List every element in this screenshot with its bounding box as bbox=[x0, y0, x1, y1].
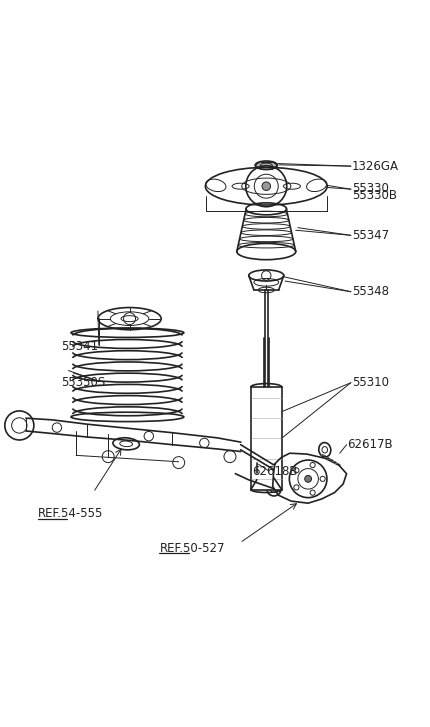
Circle shape bbox=[262, 182, 270, 190]
Text: 55350S: 55350S bbox=[61, 377, 105, 389]
Text: 1326GA: 1326GA bbox=[352, 160, 399, 172]
Text: 55347: 55347 bbox=[352, 229, 389, 242]
Ellipse shape bbox=[255, 161, 277, 169]
Ellipse shape bbox=[251, 486, 282, 492]
Text: 55348: 55348 bbox=[352, 285, 389, 298]
Text: 55330: 55330 bbox=[352, 182, 389, 195]
Bar bbox=[251, 387, 282, 489]
Text: 62617B: 62617B bbox=[347, 438, 393, 451]
Text: 62618B: 62618B bbox=[252, 465, 297, 478]
Text: 55330B: 55330B bbox=[352, 189, 397, 202]
Text: REF.54-555: REF.54-555 bbox=[38, 507, 103, 521]
Ellipse shape bbox=[251, 384, 282, 390]
Text: 55341: 55341 bbox=[61, 340, 98, 353]
Text: REF.50-527: REF.50-527 bbox=[160, 542, 225, 555]
Circle shape bbox=[305, 475, 312, 482]
Text: 55310: 55310 bbox=[352, 377, 389, 389]
